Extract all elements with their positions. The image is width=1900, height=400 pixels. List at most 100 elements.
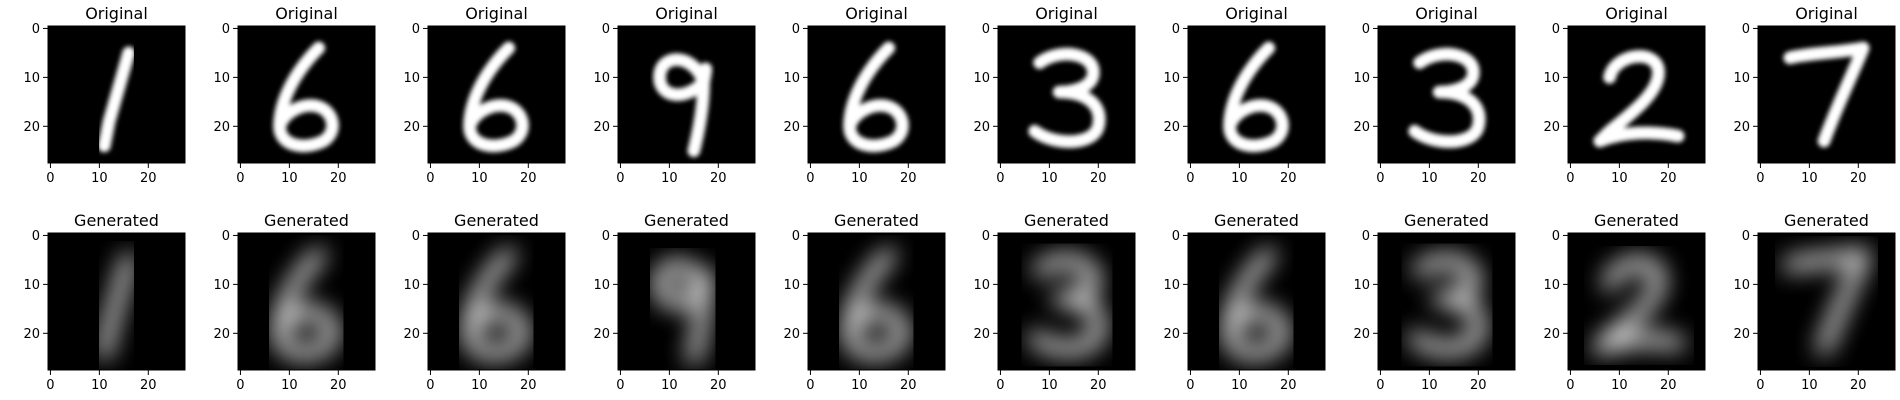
y-tick-label: 20 [23,327,40,342]
panel-title: Original [1415,4,1478,23]
digit-stroke [1028,47,1106,148]
panel-title: Generated [264,211,349,230]
digit-image [463,41,529,153]
axes-frame [1377,25,1516,164]
y-tick-label: 10 [1543,71,1560,86]
original-panel: Original 0 10 20 0 10 20 [23,4,186,186]
x-tick-label: 10 [1231,378,1248,393]
digit-image-background [1568,26,1705,163]
y-tick-label: 20 [593,327,610,342]
digit-stroke [652,259,713,365]
x-tick-label: 10 [1041,171,1058,186]
generated-panel: Generated 0 10 20 0 10 20 [973,211,1136,393]
y-tick-label: 0 [602,22,610,37]
x-tick-label: 20 [330,378,347,393]
x-tick-label: 0 [1376,171,1384,186]
x-tick-label: 20 [1090,378,1107,393]
axes-frame [1757,25,1896,164]
digit-image [272,248,340,360]
y-tick-label: 10 [23,278,40,293]
y-tick-label: 0 [982,229,990,244]
generated-panel: Generated 0 10 20 0 10 20 [1163,211,1326,393]
y-tick-label: 20 [403,120,420,135]
digit-image [1222,248,1290,360]
digit-stroke [97,253,136,360]
y-tick-label: 10 [1163,71,1180,86]
digit-image [1783,41,1870,148]
digit-stroke [1407,254,1487,356]
original-panel: Original 0 10 20 0 10 20 [1733,4,1896,186]
y-tick-label: 0 [32,229,40,244]
y-tick-label: 0 [1172,229,1180,244]
panel-title: Generated [1784,211,1869,230]
x-tick-label: 10 [1801,171,1818,186]
y-tick-label: 20 [213,327,230,342]
y-tick-label: 10 [1353,71,1370,86]
panel-title: Generated [74,211,159,230]
y-tick-label: 10 [403,278,420,293]
x-tick-label: 20 [1470,378,1487,393]
generated-panel: Generated 0 10 20 0 10 20 [23,211,186,393]
y-tick-label: 0 [602,229,610,244]
digit-image [653,53,713,158]
axes-frame [997,232,1136,371]
axes-frame [1567,25,1706,164]
panel-title: Generated [834,211,919,230]
x-tick-label: 10 [851,171,868,186]
digit-stroke [843,41,909,153]
y-tick-label: 0 [792,229,800,244]
x-tick-label: 10 [281,378,298,393]
digit-stroke [1408,47,1486,148]
y-tick-label: 0 [792,22,800,37]
x-tick-label: 0 [1186,171,1194,186]
digit-stroke [273,41,339,153]
digit-image [1223,41,1289,153]
panel-title: Generated [1024,211,1109,230]
generated-panel: Generated 0 10 20 0 10 20 [593,211,756,393]
axes-frame [237,232,376,371]
x-tick-label: 10 [1611,171,1628,186]
y-tick-label: 20 [973,120,990,135]
y-tick-label: 10 [1733,71,1750,86]
digit-image [1407,254,1487,356]
x-tick-label: 0 [806,171,814,186]
digit-image [97,46,136,153]
digit-image [1782,248,1871,355]
axes-frame [237,25,376,164]
x-tick-label: 0 [806,378,814,393]
original-panel: Original 0 10 20 0 10 20 [403,4,566,186]
y-tick-label: 10 [23,71,40,86]
axes-frame [427,25,566,164]
digit-stroke [842,248,910,360]
x-tick-label: 10 [1801,378,1818,393]
y-tick-label: 10 [403,71,420,86]
axes-frame [617,25,756,164]
digit-image [1593,50,1685,148]
digit-image [462,248,530,360]
x-tick-label: 20 [1660,378,1677,393]
axes-frame [807,25,946,164]
panel-title: Generated [1214,211,1299,230]
digit-image [652,259,713,365]
y-tick-label: 10 [1543,278,1560,293]
y-tick-label: 20 [213,120,230,135]
original-panel: Original 0 10 20 0 10 20 [1543,4,1706,186]
axes-frame [47,25,186,164]
y-tick-label: 20 [1163,327,1180,342]
x-tick-label: 20 [330,171,347,186]
x-tick-label: 10 [1611,378,1628,393]
y-tick-label: 0 [32,22,40,37]
x-tick-label: 10 [471,378,488,393]
y-tick-label: 20 [403,327,420,342]
generated-panel: Generated 0 10 20 0 10 20 [1543,211,1706,393]
generated-panel: Generated 0 10 20 0 10 20 [1353,211,1516,393]
x-tick-label: 0 [996,378,1004,393]
y-tick-label: 10 [973,278,990,293]
original-panel: Original 0 10 20 0 10 20 [973,4,1136,186]
digit-stroke [462,248,530,360]
y-tick-label: 10 [1733,278,1750,293]
y-tick-label: 0 [412,229,420,244]
y-tick-label: 0 [1552,229,1560,244]
y-tick-label: 10 [973,71,990,86]
x-tick-label: 20 [1470,171,1487,186]
